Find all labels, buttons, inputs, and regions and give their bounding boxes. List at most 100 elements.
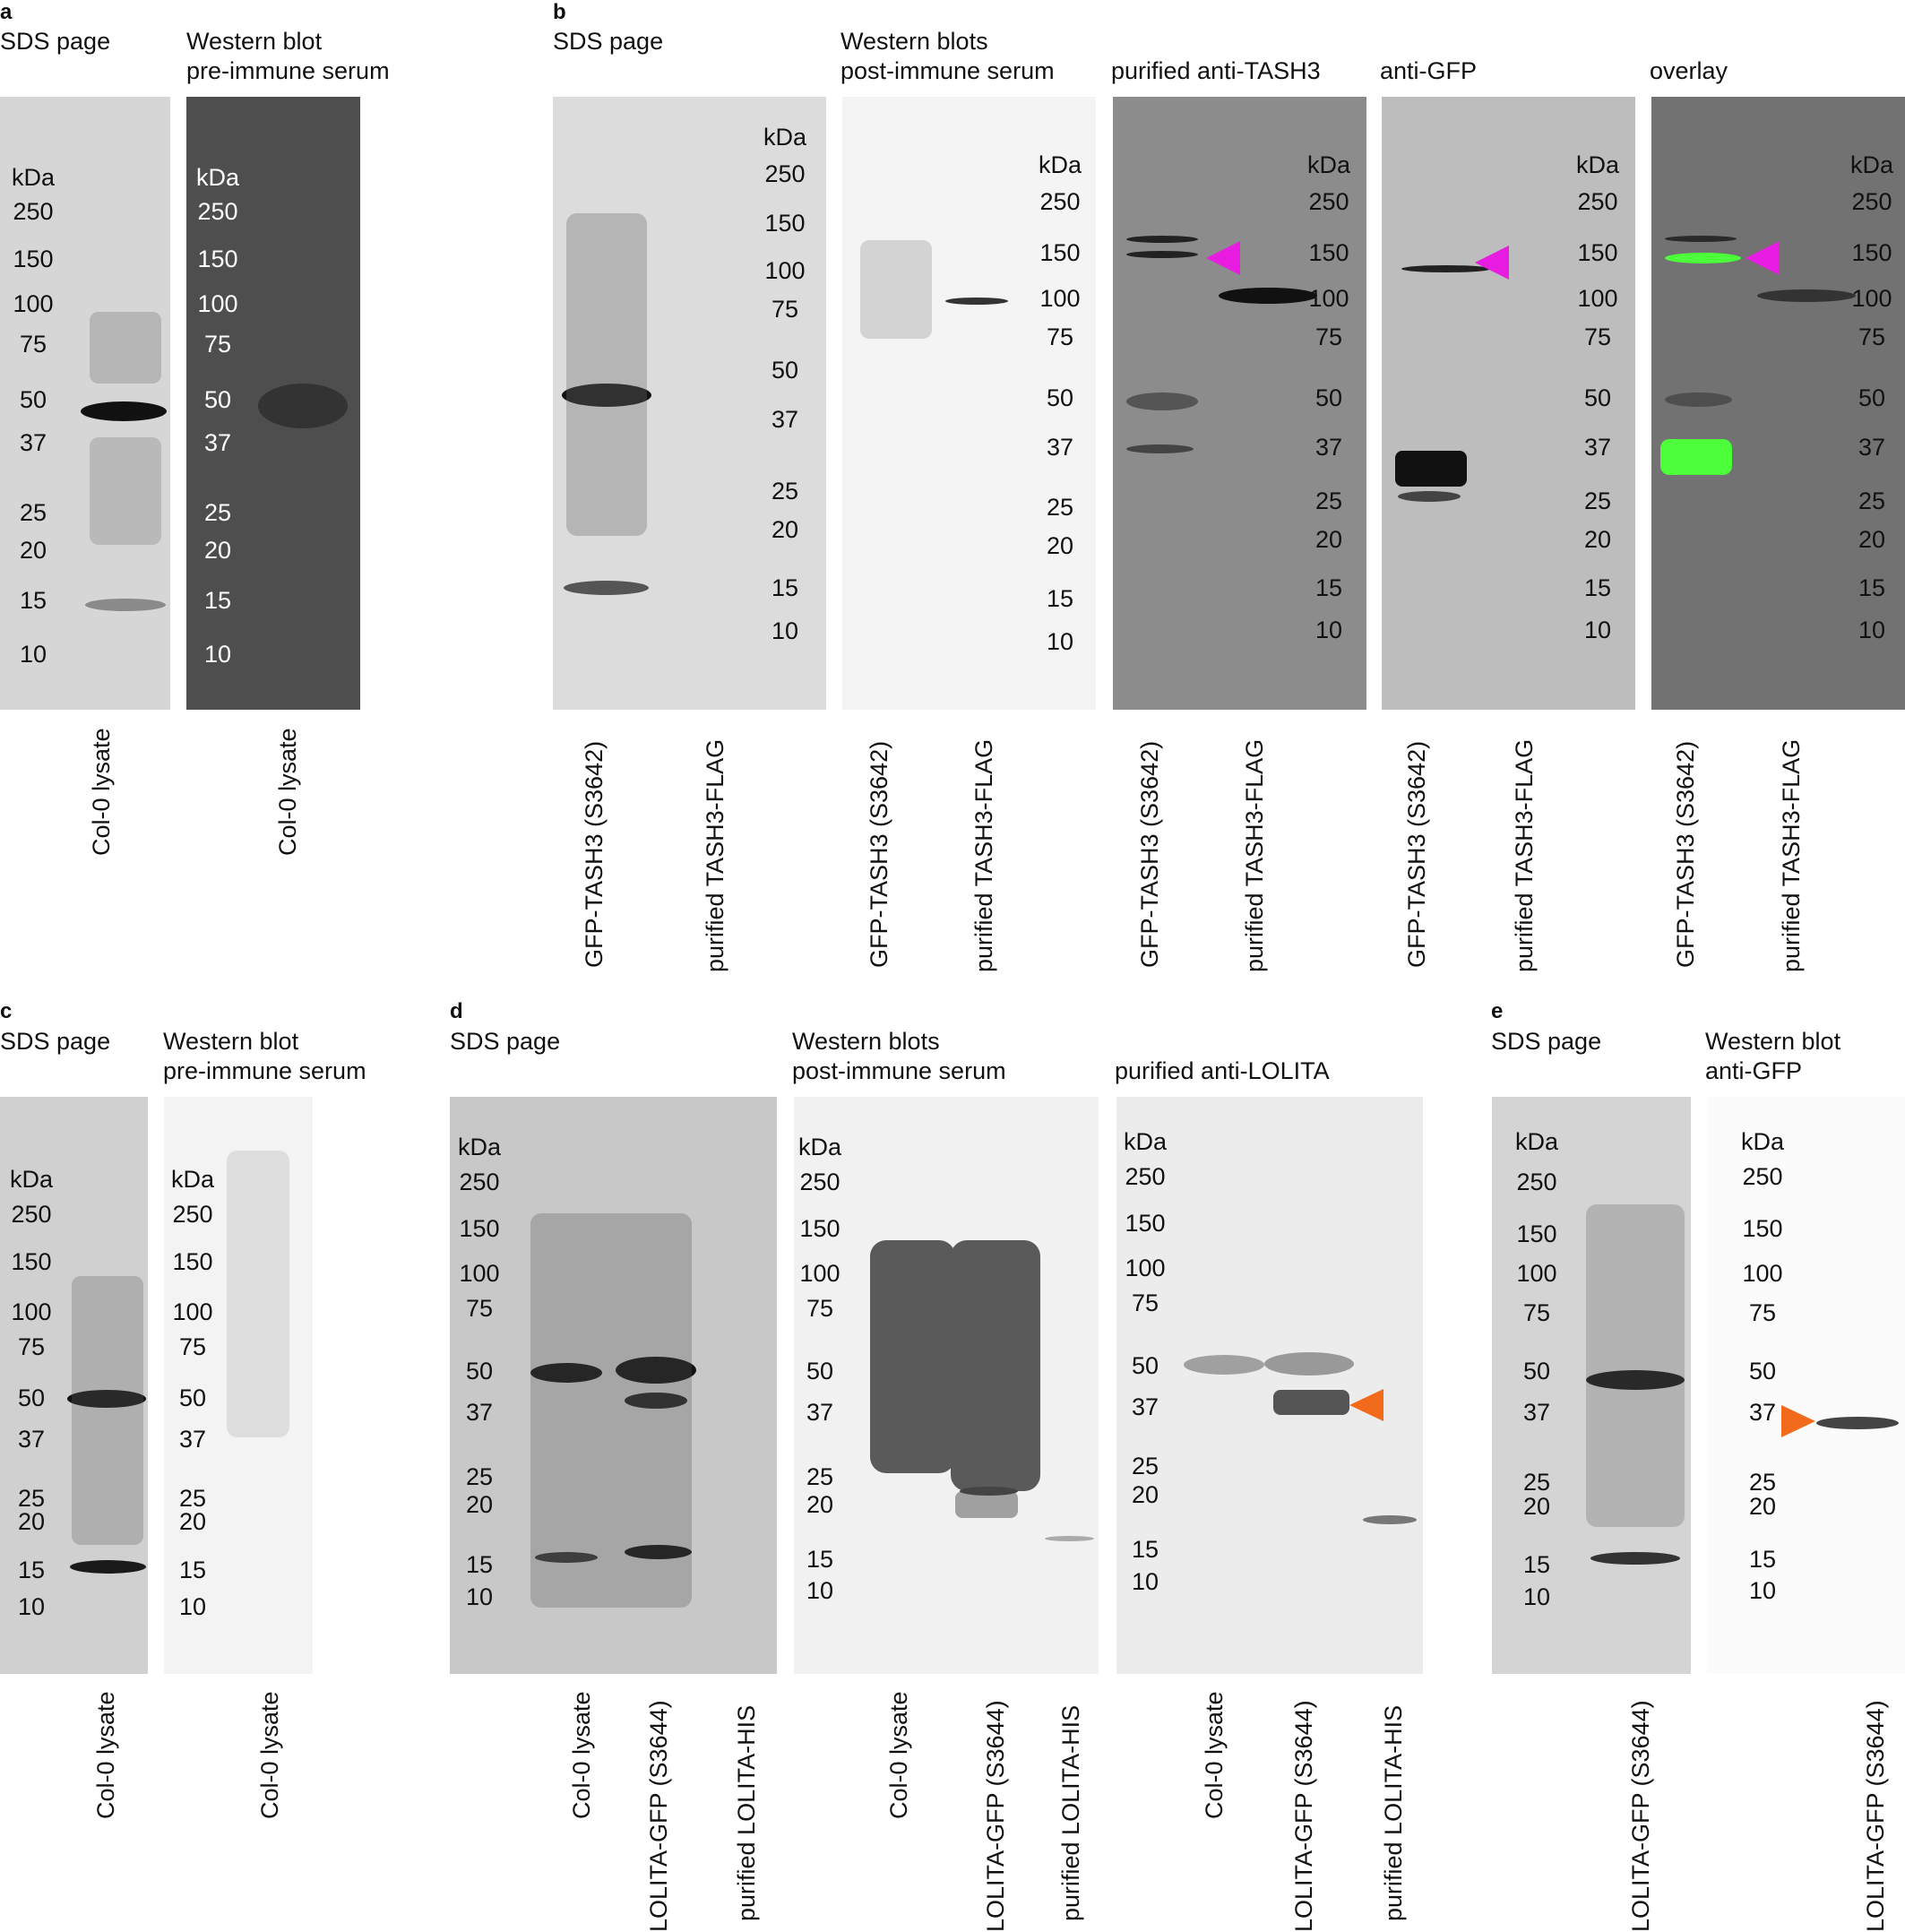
orange-arrow-icon bbox=[1781, 1405, 1815, 1437]
lane-label: Col-0 lysate bbox=[88, 728, 115, 856]
marker-25: 25 bbox=[806, 1463, 834, 1490]
lane-label: purified TASH3-FLAG bbox=[702, 738, 728, 972]
lane-label: LOLITA-GFP (S3644) bbox=[1290, 1700, 1317, 1932]
panel-letter-a: a bbox=[0, 0, 13, 24]
marker-100: 100 bbox=[197, 290, 238, 317]
band bbox=[1665, 392, 1732, 407]
marker-37: 37 bbox=[771, 406, 799, 433]
panel-b-sds-title: SDS page bbox=[553, 28, 664, 55]
marker-75: 75 bbox=[1131, 1289, 1159, 1316]
lane-label: Col-0 lysate bbox=[274, 728, 301, 856]
panel-e-sds-title: SDS page bbox=[1491, 1028, 1602, 1055]
band bbox=[1401, 265, 1491, 272]
marker-25: 25 bbox=[465, 1463, 494, 1490]
band bbox=[951, 1240, 1040, 1491]
marker-10: 10 bbox=[1131, 1568, 1159, 1595]
band bbox=[566, 213, 647, 536]
panel-d-anti-lolita-blot bbox=[1116, 1097, 1423, 1674]
marker-50: 50 bbox=[178, 1384, 207, 1411]
band bbox=[1045, 1536, 1094, 1541]
band bbox=[1126, 444, 1194, 453]
marker-150: 150 bbox=[459, 1215, 500, 1242]
panel-c-wb-blot bbox=[164, 1097, 313, 1674]
marker-15: 15 bbox=[19, 587, 47, 614]
marker-150: 150 bbox=[1742, 1215, 1783, 1242]
marker-10: 10 bbox=[1046, 628, 1074, 655]
band bbox=[1273, 1390, 1349, 1415]
marker-10: 10 bbox=[1748, 1577, 1777, 1604]
lane-label: Col-0 lysate bbox=[92, 1691, 119, 1819]
kda-label: kDa bbox=[1514, 1128, 1558, 1155]
marker-20: 20 bbox=[1046, 532, 1074, 559]
marker-25: 25 bbox=[1583, 487, 1612, 514]
marker-75: 75 bbox=[17, 1333, 46, 1360]
marker-10: 10 bbox=[17, 1593, 46, 1620]
kda-label: kDa bbox=[1123, 1128, 1167, 1155]
marker-250: 250 bbox=[13, 198, 54, 225]
marker-37: 37 bbox=[1046, 434, 1074, 461]
marker-150: 150 bbox=[1308, 239, 1349, 266]
lane-label: Col-0 lysate bbox=[885, 1691, 912, 1819]
kda-label: kDa bbox=[763, 124, 806, 151]
band bbox=[90, 312, 161, 384]
band bbox=[1586, 1370, 1685, 1390]
marker-100: 100 bbox=[1039, 285, 1081, 312]
marker-20: 20 bbox=[1583, 526, 1612, 553]
marker-150: 150 bbox=[1577, 239, 1618, 266]
panel-b-anti-gfp-title: anti-GFP bbox=[1380, 57, 1478, 84]
lane-label: purified TASH3-FLAG bbox=[970, 738, 997, 972]
band bbox=[1395, 451, 1467, 487]
marker-100: 100 bbox=[172, 1298, 213, 1325]
band bbox=[530, 1213, 692, 1608]
marker-25: 25 bbox=[19, 499, 47, 526]
marker-150: 150 bbox=[1125, 1210, 1166, 1237]
lane-label: Col-0 lysate bbox=[568, 1691, 595, 1819]
kda-label: kDa bbox=[1740, 1128, 1784, 1155]
marker-150: 150 bbox=[13, 246, 54, 272]
marker-75: 75 bbox=[1858, 323, 1886, 350]
band bbox=[1665, 253, 1741, 263]
marker-150: 150 bbox=[799, 1215, 840, 1242]
panel-e-sds-gel bbox=[1492, 1097, 1691, 1674]
band bbox=[960, 1487, 1018, 1496]
marker-20: 20 bbox=[806, 1491, 834, 1518]
panel-a-sds-title: SDS page bbox=[0, 28, 111, 55]
marker-10: 10 bbox=[771, 617, 799, 644]
band bbox=[90, 437, 161, 545]
marker-250: 250 bbox=[11, 1201, 52, 1228]
panel-b-wb-title: Western blots post-immune serum bbox=[840, 28, 1055, 84]
band bbox=[258, 384, 348, 428]
marker-100: 100 bbox=[799, 1260, 840, 1287]
kda-label: kDa bbox=[1849, 151, 1893, 178]
lane-label: LOLITA-GFP (S3644) bbox=[645, 1700, 672, 1932]
marker-10: 10 bbox=[1583, 617, 1612, 643]
panel-letter-d: d bbox=[450, 999, 463, 1023]
band bbox=[530, 1363, 602, 1383]
marker-10: 10 bbox=[1315, 617, 1343, 643]
marker-20: 20 bbox=[1131, 1481, 1159, 1508]
marker-75: 75 bbox=[771, 296, 799, 323]
marker-15: 15 bbox=[1046, 585, 1074, 612]
marker-50: 50 bbox=[17, 1384, 46, 1411]
marker-50: 50 bbox=[1748, 1358, 1777, 1384]
marker-37: 37 bbox=[178, 1426, 207, 1453]
marker-50: 50 bbox=[1522, 1358, 1551, 1384]
marker-15: 15 bbox=[771, 574, 799, 601]
marker-50: 50 bbox=[1858, 384, 1886, 411]
marker-75: 75 bbox=[1522, 1299, 1551, 1326]
lane-label: LOLITA-GFP (S3644) bbox=[1862, 1700, 1889, 1932]
panel-d-sds-title: SDS page bbox=[450, 1028, 561, 1055]
band bbox=[85, 599, 166, 611]
band bbox=[1126, 236, 1198, 243]
marker-100: 100 bbox=[764, 257, 806, 284]
marker-250: 250 bbox=[459, 1169, 500, 1195]
lane-label: purified TASH3-FLAG bbox=[1511, 738, 1538, 972]
marker-100: 100 bbox=[459, 1260, 500, 1287]
lane-label: purified LOLITA-HIS bbox=[1057, 1704, 1084, 1921]
lane-label: purified TASH3-FLAG bbox=[1241, 738, 1268, 972]
marker-50: 50 bbox=[771, 357, 799, 384]
panel-a-wb-blot bbox=[186, 97, 360, 710]
lane-label: GFP-TASH3 (S3642) bbox=[1672, 740, 1699, 968]
marker-50: 50 bbox=[1315, 384, 1343, 411]
band bbox=[562, 384, 651, 407]
